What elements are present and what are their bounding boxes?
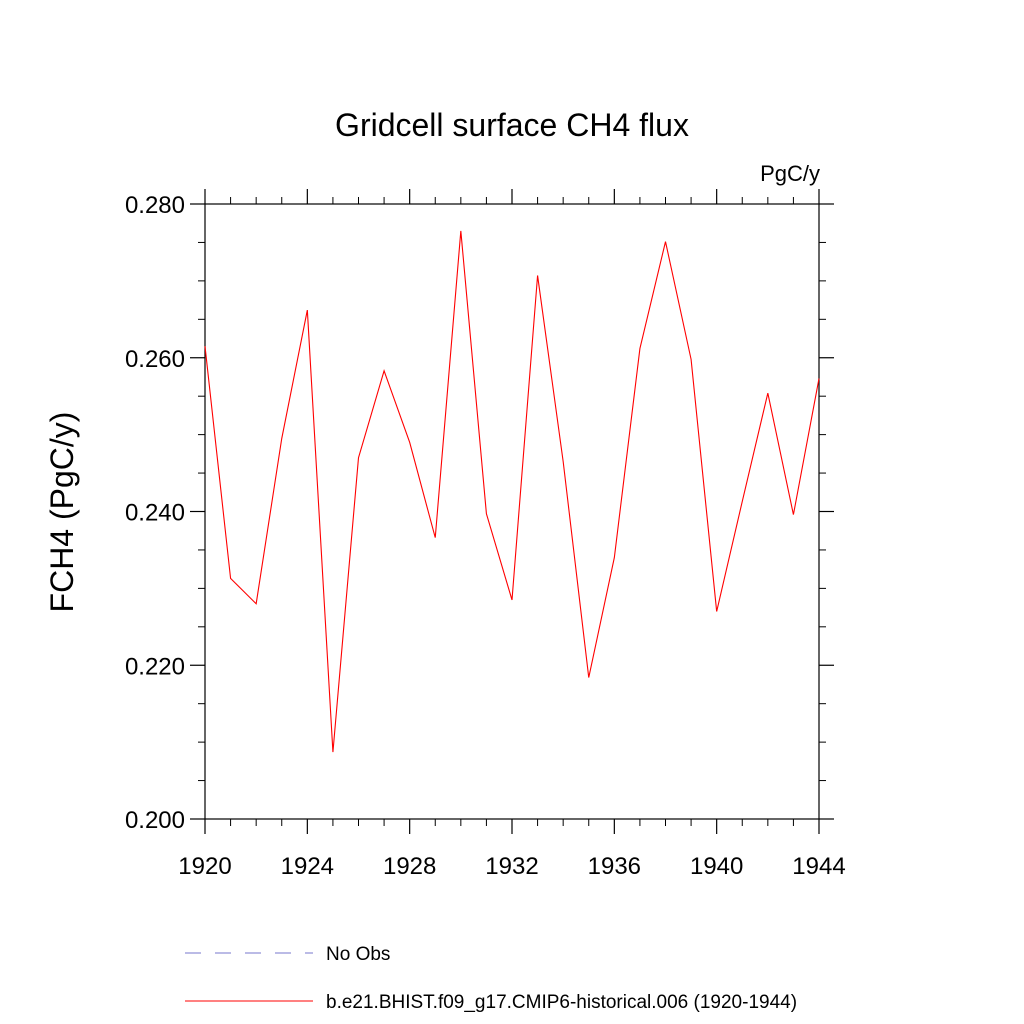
y-tick-label: 0.240 — [125, 500, 185, 527]
y-tick-label: 0.220 — [125, 653, 185, 680]
x-tick-label: 1940 — [690, 853, 743, 880]
y-axis-label: FCH4 (PgC/y) — [44, 412, 80, 613]
legend-label-0: No Obs — [326, 944, 390, 965]
plot-border — [204, 203, 820, 820]
legend-label-1: b.e21.BHIST.f09_g17.CMIP6-historical.006… — [326, 992, 797, 1013]
units-label: PgC/y — [760, 161, 820, 186]
x-tick-label: 1928 — [383, 853, 436, 880]
legend: No Obs b.e21.BHIST.f09_g17.CMIP6-historic… — [185, 944, 797, 1013]
chart-title: Gridcell surface CH4 flux — [335, 107, 689, 143]
x-tick-label: 1932 — [485, 853, 538, 880]
series-line-0 — [204, 230, 820, 753]
series-group — [204, 230, 820, 753]
x-tick-label: 1920 — [178, 853, 231, 880]
y-tick-label: 0.200 — [125, 807, 185, 834]
x-tick-label: 1924 — [281, 853, 334, 880]
plot-frame — [204, 203, 820, 820]
y-tick-label: 0.260 — [125, 346, 185, 373]
axis-ticks: 0.200 0.220 0.240 0.260 0.280 1920 1924 1928 193… — [125, 189, 846, 880]
x-tick-label: 1944 — [792, 853, 845, 880]
y-tick-label: 0.280 — [125, 192, 185, 219]
x-tick-label: 1936 — [588, 853, 641, 880]
